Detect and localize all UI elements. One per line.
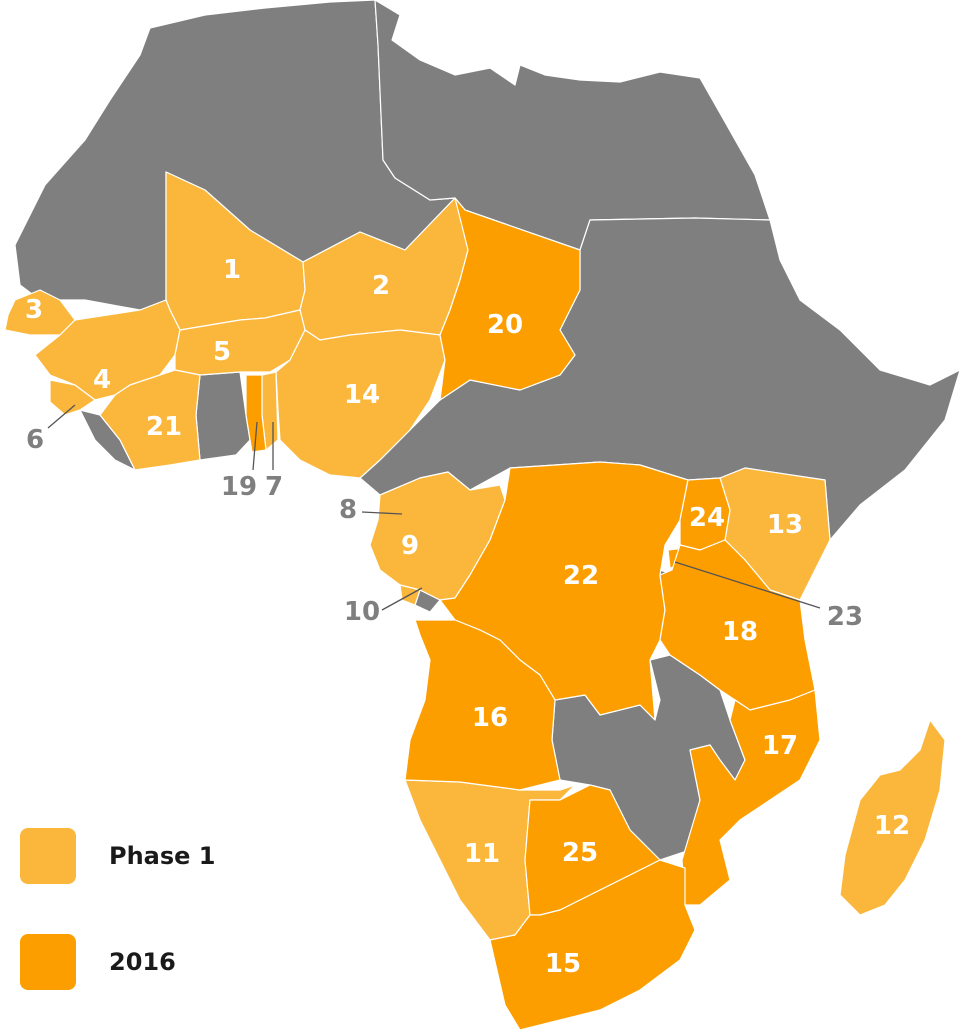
country-ghana [195,371,251,461]
label-1: 1 [223,255,241,285]
other-countries [14,0,961,979]
label-10: 10 [344,597,380,627]
label-13: 13 [767,510,803,540]
country-12 [839,719,946,916]
country-20 [439,197,581,401]
label-17: 17 [762,731,798,761]
label-8: 8 [339,495,357,525]
country-19 [245,374,267,453]
label-19: 19 [221,472,257,502]
label-25: 25 [562,838,598,868]
country-21 [99,369,201,471]
label-3: 3 [25,295,43,325]
country-17 [681,689,821,906]
label-24: 24 [689,503,725,533]
leader-10 [381,587,423,611]
label-15: 15 [545,949,581,979]
callout-labels: 6 19 7 8 10 23 [26,425,863,632]
country-libya-egypt [374,0,771,251]
year2016-countries [245,197,821,1031]
label-7: 7 [265,472,283,502]
leader-6 [47,404,76,429]
legend-label-2016: 2016 [109,948,176,976]
label-11: 11 [464,839,500,869]
label-2: 2 [372,271,390,301]
leader-19 [252,421,258,471]
label-21: 21 [146,412,182,442]
label-18: 18 [722,617,758,647]
label-6: 6 [26,425,44,455]
label-16: 16 [472,703,508,733]
leader-23 [674,561,821,609]
legend-swatch-2016 [20,934,76,990]
leader-lines [47,404,821,611]
phase1-countries [4,171,946,941]
legend-swatch-phase1 [20,828,76,884]
label-4: 4 [93,365,111,395]
country-labels: 1 2 3 4 5 21 14 20 9 22 24 13 18 16 17 1… [25,255,910,979]
country-15 [489,859,696,1031]
label-20: 20 [487,310,523,340]
label-9: 9 [401,531,419,561]
country-16 [404,619,561,791]
leader-8 [361,511,403,515]
label-14: 14 [344,380,380,410]
label-22: 22 [563,561,599,591]
country-5 [174,309,306,376]
legend-item-2016: 2016 [20,934,176,990]
country-14 [275,329,446,479]
label-5: 5 [213,337,231,367]
legend-label-phase1: Phase 1 [109,842,216,870]
legend-item-phase1: Phase 1 [20,828,216,884]
country-6 [49,379,96,416]
label-23: 23 [827,602,863,632]
label-12: 12 [874,811,910,841]
